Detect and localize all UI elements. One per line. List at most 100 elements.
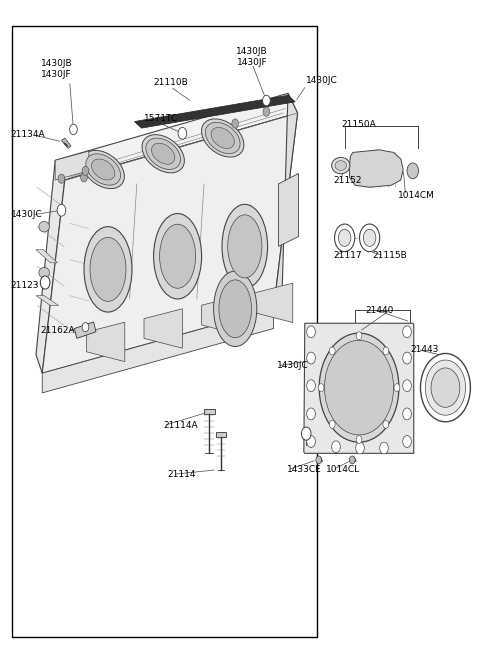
Polygon shape — [74, 322, 96, 338]
Circle shape — [407, 163, 419, 179]
Circle shape — [329, 420, 335, 428]
Text: 21134A: 21134A — [11, 130, 45, 139]
Polygon shape — [36, 296, 59, 306]
Circle shape — [383, 347, 389, 355]
Ellipse shape — [86, 154, 120, 185]
Ellipse shape — [214, 271, 257, 347]
Polygon shape — [349, 150, 403, 187]
Ellipse shape — [146, 138, 180, 170]
Ellipse shape — [90, 237, 126, 302]
Text: 21152: 21152 — [334, 176, 362, 185]
Circle shape — [70, 124, 77, 135]
Ellipse shape — [142, 135, 184, 173]
Circle shape — [394, 384, 400, 392]
Circle shape — [318, 384, 324, 392]
Circle shape — [58, 174, 65, 183]
Polygon shape — [55, 151, 89, 180]
Polygon shape — [278, 173, 299, 246]
Circle shape — [316, 456, 322, 464]
Text: 21443: 21443 — [410, 345, 439, 354]
Circle shape — [82, 166, 89, 175]
Text: 1430JC: 1430JC — [11, 210, 42, 219]
Circle shape — [307, 436, 315, 447]
Text: 21117: 21117 — [334, 251, 362, 260]
Ellipse shape — [39, 221, 49, 232]
Text: 21150A: 21150A — [342, 120, 376, 129]
Text: 21114: 21114 — [167, 470, 195, 479]
Ellipse shape — [92, 159, 115, 180]
Polygon shape — [202, 296, 240, 335]
Text: 1014CM: 1014CM — [398, 191, 435, 200]
Circle shape — [403, 408, 411, 420]
Circle shape — [338, 229, 351, 246]
Ellipse shape — [39, 267, 49, 278]
Polygon shape — [317, 457, 323, 463]
Polygon shape — [204, 409, 215, 414]
Circle shape — [356, 442, 364, 454]
Polygon shape — [304, 323, 414, 453]
Text: 1571TC: 1571TC — [144, 114, 178, 123]
Circle shape — [232, 119, 239, 128]
Circle shape — [403, 326, 411, 338]
Circle shape — [403, 380, 411, 392]
Circle shape — [307, 380, 315, 392]
Ellipse shape — [159, 224, 196, 288]
Circle shape — [356, 436, 362, 443]
Circle shape — [329, 347, 335, 355]
Circle shape — [178, 127, 187, 139]
Polygon shape — [254, 283, 293, 323]
Circle shape — [82, 323, 89, 332]
Circle shape — [335, 224, 355, 252]
Circle shape — [40, 276, 50, 289]
Text: 21114A: 21114A — [163, 421, 198, 430]
Circle shape — [57, 204, 66, 216]
Polygon shape — [86, 322, 125, 361]
Polygon shape — [350, 457, 356, 463]
Ellipse shape — [205, 122, 240, 154]
Circle shape — [383, 420, 389, 428]
Circle shape — [425, 360, 466, 415]
Circle shape — [356, 332, 362, 340]
Text: 21162A: 21162A — [41, 326, 75, 335]
Text: 21440: 21440 — [365, 306, 394, 315]
Circle shape — [307, 408, 315, 420]
Ellipse shape — [222, 204, 268, 288]
Text: 1430JB
1430JF: 1430JB 1430JF — [41, 59, 72, 79]
Circle shape — [301, 427, 311, 440]
Circle shape — [360, 224, 380, 252]
Ellipse shape — [84, 227, 132, 312]
Polygon shape — [42, 113, 298, 373]
Circle shape — [403, 352, 411, 364]
Ellipse shape — [332, 158, 350, 174]
Text: 1014CL: 1014CL — [326, 465, 360, 474]
Text: 21123: 21123 — [11, 281, 39, 290]
Circle shape — [349, 456, 355, 464]
Circle shape — [380, 442, 388, 454]
Polygon shape — [61, 138, 71, 148]
Bar — [12, 26, 317, 637]
Ellipse shape — [219, 280, 252, 338]
Circle shape — [319, 333, 399, 442]
Ellipse shape — [202, 119, 244, 157]
Polygon shape — [42, 309, 274, 393]
Ellipse shape — [152, 143, 175, 164]
Circle shape — [324, 340, 394, 435]
Circle shape — [420, 353, 470, 422]
Ellipse shape — [228, 215, 262, 278]
Circle shape — [263, 107, 270, 116]
Text: 1430JB
1430JF: 1430JB 1430JF — [236, 47, 268, 67]
Polygon shape — [144, 309, 182, 348]
Ellipse shape — [335, 161, 347, 171]
Text: 21110B: 21110B — [153, 78, 188, 87]
Ellipse shape — [211, 127, 234, 148]
Polygon shape — [134, 95, 295, 128]
Circle shape — [363, 229, 376, 246]
Circle shape — [307, 326, 315, 338]
Ellipse shape — [154, 214, 202, 299]
Text: 1430JC: 1430JC — [277, 361, 309, 371]
Polygon shape — [36, 160, 65, 373]
Polygon shape — [55, 93, 298, 180]
Circle shape — [263, 95, 270, 106]
Circle shape — [81, 173, 87, 182]
Text: 21115B: 21115B — [372, 251, 407, 260]
